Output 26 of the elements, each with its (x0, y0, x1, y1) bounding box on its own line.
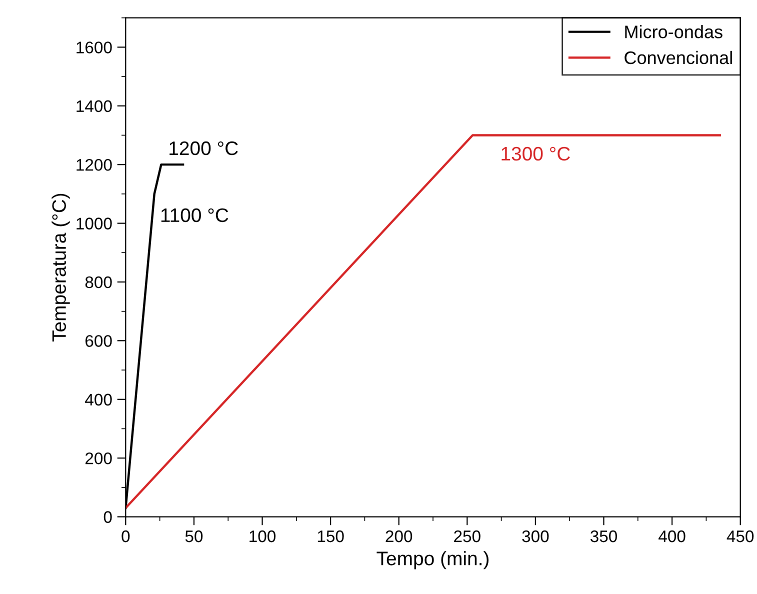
x-tick-label: 50 (185, 530, 203, 542)
annotation: 1300 °C (502, 146, 570, 161)
x-tick-label: 150 (318, 530, 344, 542)
x-tick-label: 450 (726, 530, 754, 542)
x-tick-label: 300 (522, 530, 549, 542)
y-tick-label: 1200 (76, 158, 112, 171)
x-tick-label: 350 (590, 530, 618, 542)
y-tick-label: 800 (85, 276, 112, 288)
annotation: 1100 °C (161, 208, 228, 222)
annotation: 1200 °C (170, 141, 238, 156)
x-tick-label: 100 (250, 530, 276, 542)
legend-label: Convencional (624, 50, 732, 64)
y-tick-label: 1400 (76, 100, 112, 112)
legend-label: Micro-ondas (625, 25, 722, 38)
y-tick-label: 1000 (76, 218, 112, 230)
y-tick-label: 0 (104, 511, 112, 523)
x-tick-label: 200 (386, 530, 412, 542)
x-tick-label: 250 (454, 530, 480, 542)
x-tick-label: 0 (122, 530, 130, 542)
x-axis-title: Tempo (min.) (376, 551, 489, 570)
x-tick-label: 400 (658, 530, 686, 542)
y-tick-label: 600 (86, 335, 112, 347)
y-tick-label: 400 (85, 394, 112, 406)
y-tick-label: 1600 (76, 42, 112, 54)
y-tick-label: 200 (86, 452, 112, 464)
y-axis-title: Temperatura (°C) (52, 194, 70, 342)
